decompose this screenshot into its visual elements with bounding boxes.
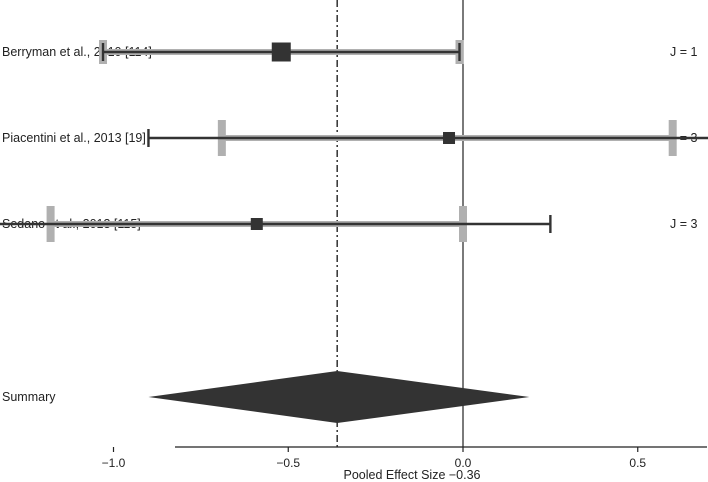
j-count-label: J = 3 (670, 217, 697, 231)
x-tick-label: 0.0 (455, 456, 472, 470)
summary-label: Summary (2, 390, 56, 404)
point-estimate-marker (250, 218, 263, 230)
study-row: Sedano et al., 2013 [115] J = 3 (0, 206, 697, 242)
x-axis-label: Pooled Effect Size −0.36 (343, 468, 480, 482)
point-estimate-marker (271, 42, 291, 62)
x-tick-label: −0.5 (276, 456, 300, 470)
x-tick-label: 0.5 (629, 456, 646, 470)
study-row: Piacentini et al., 2013 [19] J = 3 (2, 120, 708, 156)
summary-diamond (148, 371, 530, 423)
study-label: Berryman et al., 2010 [114] (2, 45, 152, 59)
x-tick-label: −1.0 (102, 456, 126, 470)
study-label: Piacentini et al., 2013 [19] (2, 131, 146, 145)
study-row: Berryman et al., 2010 [114] J = 1 (2, 40, 697, 64)
point-estimate-marker (443, 132, 456, 144)
x-axis-ticks: −1.5−1.0−0.50.00.51.0 (102, 447, 646, 470)
j-count-label: J = 1 (670, 45, 697, 59)
